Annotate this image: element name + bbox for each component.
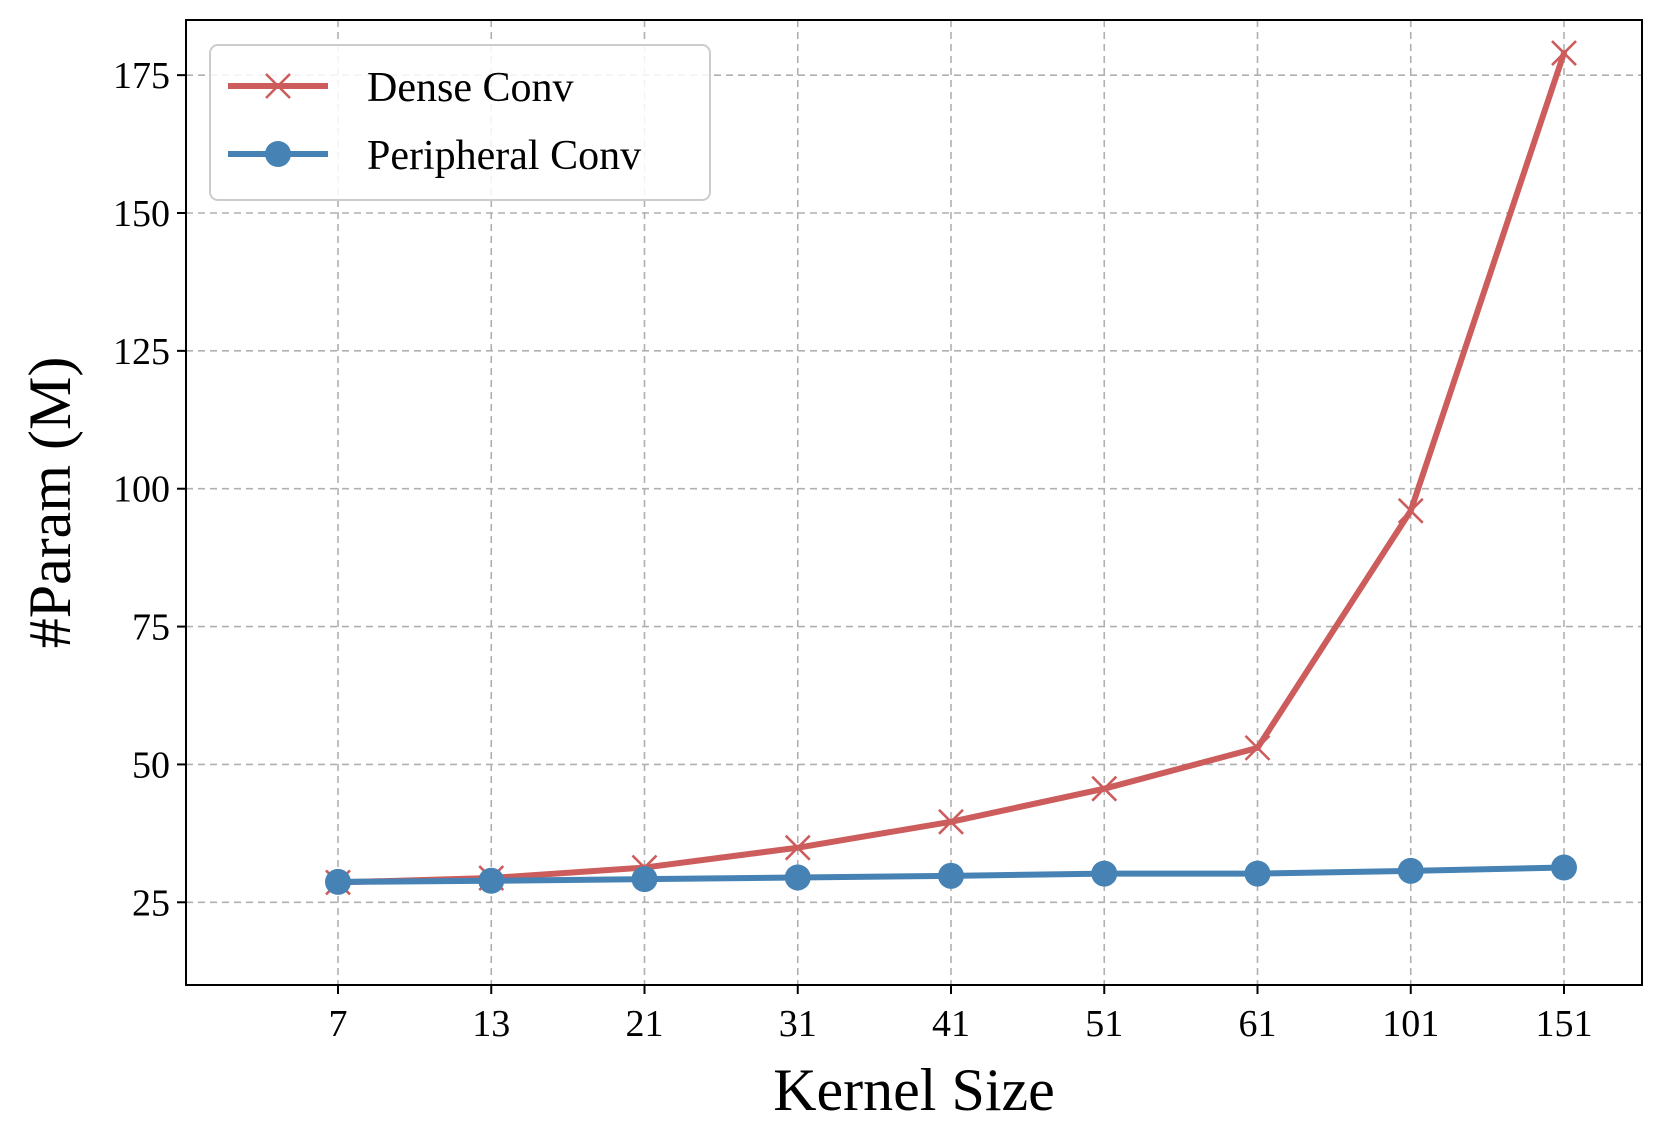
x-tick-label: 7 — [329, 1003, 348, 1045]
y-tick-label: 25 — [132, 882, 170, 924]
legend-item-dense-conv: Dense Conv — [228, 65, 573, 111]
x-marker-stroke — [938, 808, 964, 835]
peripheral-conv-series — [325, 854, 1577, 895]
series-layer — [325, 40, 1577, 896]
x-marker-stroke — [1397, 497, 1424, 524]
x-tick-label: 151 — [1536, 1003, 1593, 1045]
legend-label: Dense Conv — [367, 65, 573, 111]
dense-conv-point — [1551, 40, 1577, 67]
dense-conv-point — [1091, 775, 1118, 802]
x-tick-label: 13 — [472, 1003, 510, 1045]
x-tick-label: 101 — [1382, 1003, 1439, 1045]
x-tick-label: 51 — [1085, 1003, 1123, 1045]
peripheral-conv-point — [478, 867, 505, 894]
x-axis-title: Kernel Size — [773, 1057, 1055, 1123]
legend-item-peripheral-conv: Peripheral Conv — [228, 133, 641, 179]
x-marker-stroke — [1244, 734, 1271, 761]
y-tick-label: 100 — [113, 469, 170, 511]
x-tick-label: 21 — [626, 1003, 664, 1045]
dense-conv-point — [1397, 497, 1424, 524]
peripheral-conv-point — [1397, 857, 1424, 884]
legend-box — [209, 44, 711, 201]
peripheral-conv-point — [325, 868, 351, 895]
y-tick-label: 175 — [113, 55, 170, 97]
dense-conv-point — [1244, 734, 1271, 761]
x-tick-label: 41 — [932, 1003, 970, 1045]
peripheral-conv-point — [1091, 860, 1118, 887]
y-tick-label: 150 — [113, 193, 170, 235]
plot-frame — [185, 19, 1643, 986]
y-tick-label: 125 — [113, 331, 170, 373]
dense-conv-point — [938, 808, 964, 835]
legend-swatch-marker — [265, 141, 291, 167]
y-axis-title: #Param (M) — [17, 357, 83, 649]
legend: Dense Conv Peripheral Conv — [209, 44, 711, 201]
legend-label: Peripheral Conv — [367, 133, 641, 179]
peripheral-conv-point — [1244, 860, 1271, 887]
y-tick-label: 75 — [132, 607, 170, 649]
x-tick-label: 31 — [779, 1003, 817, 1045]
x-marker-stroke — [784, 834, 811, 861]
x-tick-label: 61 — [1239, 1003, 1277, 1045]
peripheral-conv-point — [1551, 854, 1577, 881]
peripheral-conv-point — [938, 862, 964, 889]
peripheral-conv-point — [631, 866, 658, 893]
y-tick-label: 50 — [132, 744, 170, 786]
x-marker-stroke — [265, 73, 291, 99]
peripheral-conv-point — [784, 864, 811, 891]
ticks: 7 13 21 31 41 51 61 101 151 25 50 75 100 125 150 175 — [113, 55, 1593, 1045]
x-marker-stroke — [1091, 775, 1118, 802]
legend-swatch-marker — [265, 73, 291, 99]
dense-conv-point — [784, 834, 811, 861]
x-marker-stroke — [1551, 40, 1577, 67]
